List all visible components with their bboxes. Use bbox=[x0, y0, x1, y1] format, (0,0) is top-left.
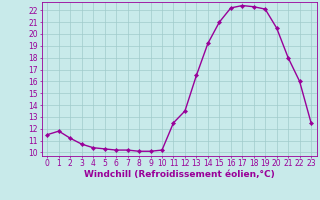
X-axis label: Windchill (Refroidissement éolien,°C): Windchill (Refroidissement éolien,°C) bbox=[84, 170, 275, 179]
